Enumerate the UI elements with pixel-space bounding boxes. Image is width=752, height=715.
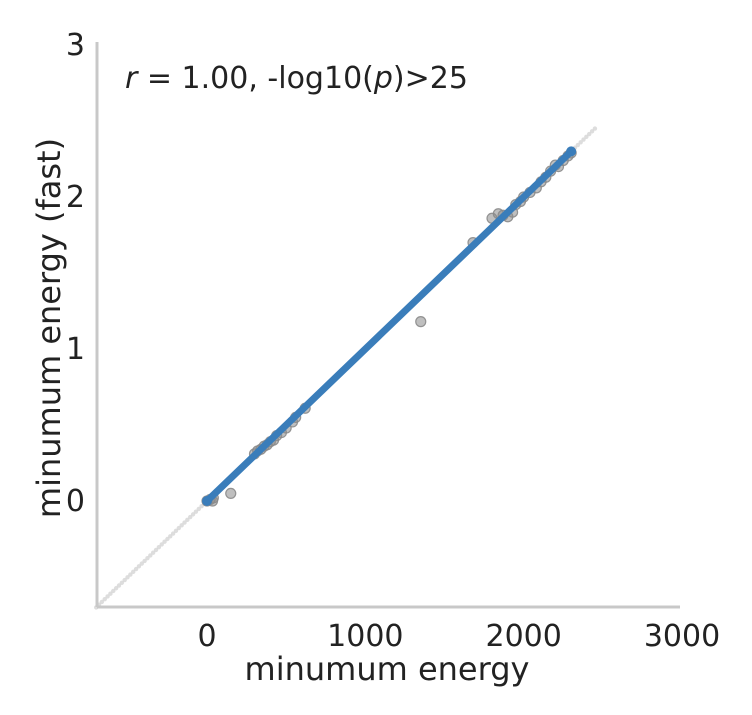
band-dot — [199, 503, 204, 509]
x-tick-label: 2000 — [485, 619, 561, 654]
band-dot — [581, 137, 586, 142]
band-dot — [188, 514, 193, 520]
y-tick-label: 3 — [66, 28, 85, 63]
band-dot — [170, 531, 176, 536]
band-dot — [193, 509, 199, 514]
annotation-text: = 1.00, -log10( — [137, 61, 374, 96]
x-tick-label: 3000 — [644, 619, 720, 654]
band-dot — [150, 550, 156, 555]
band-dot — [165, 536, 170, 542]
band-dot — [159, 542, 164, 547]
band-dot — [578, 140, 583, 145]
band-dot — [179, 523, 184, 528]
y-axis-title: minumum energy (fast) — [30, 138, 68, 518]
band-dot — [111, 588, 116, 594]
band-dot — [196, 506, 201, 512]
band-dot — [185, 517, 190, 523]
band-dot — [575, 142, 581, 148]
band-dot — [156, 545, 162, 550]
y-tick-label: 0 — [66, 484, 85, 519]
band-dot — [168, 534, 173, 539]
regression-line-group — [202, 146, 577, 506]
band-dot — [108, 591, 113, 596]
x-axis-ticks: 0 1000 2000 3000 — [197, 619, 720, 654]
band-dot — [145, 555, 150, 561]
band-dot — [190, 512, 196, 517]
band-dot — [128, 572, 133, 577]
band-dot — [125, 575, 130, 580]
band-dot — [148, 553, 153, 558]
band-dot — [584, 134, 589, 140]
band-dot — [122, 577, 127, 583]
band-dot — [173, 528, 179, 533]
band-dot — [116, 583, 122, 588]
band-dot — [589, 129, 595, 134]
r-symbol: r — [125, 61, 139, 96]
y-tick-label: 2 — [66, 180, 85, 215]
y-axis-ticks: 0 1 2 3 — [66, 28, 85, 519]
band-dot — [102, 596, 107, 602]
band-dot — [136, 564, 142, 569]
band-dot — [99, 599, 105, 605]
band-dot — [153, 547, 159, 553]
regression-line — [203, 147, 575, 505]
regression-endpoint — [566, 146, 577, 157]
band-dot — [105, 594, 110, 599]
band-dot — [176, 525, 182, 531]
y-tick-label: 1 — [66, 332, 85, 367]
x-tick-label: 0 — [197, 619, 216, 654]
correlation-annotation: r = 1.00, -log10(p)>25 — [125, 61, 468, 96]
regression-endpoint — [202, 496, 212, 506]
data-point — [415, 316, 427, 328]
band-dot — [592, 126, 598, 131]
annotation-text-end: )>25 — [393, 61, 468, 96]
band-dot — [162, 539, 167, 544]
band-dot — [182, 520, 187, 525]
x-tick-label: 1000 — [327, 619, 403, 654]
band-dot — [113, 586, 119, 591]
band-dot — [131, 569, 136, 575]
band-dot — [139, 561, 144, 566]
band-dot — [142, 558, 147, 564]
x-axis-title: minumum energy — [245, 650, 530, 688]
band-dot — [587, 131, 592, 137]
data-point — [225, 487, 237, 499]
band-dot — [119, 580, 125, 585]
band-dot — [133, 566, 139, 572]
p-symbol: p — [373, 61, 393, 96]
